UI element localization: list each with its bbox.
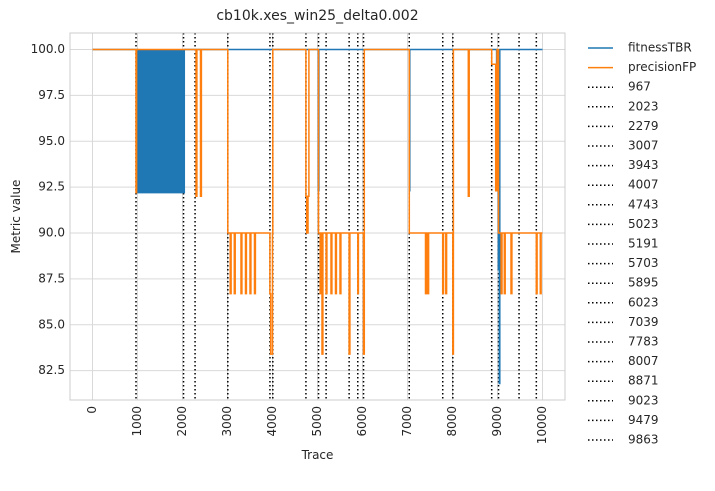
x-tick-label: 10000 — [535, 406, 549, 444]
series-lines — [92, 48, 543, 385]
legend-label: 7783 — [628, 335, 659, 349]
legend-label: 967 — [628, 80, 651, 94]
legend-label: 6023 — [628, 295, 659, 309]
x-tick-label: 8000 — [445, 406, 459, 437]
legend-label: 9863 — [628, 433, 659, 447]
y-tick-label: 95.0 — [38, 134, 65, 148]
legend-label: 2023 — [628, 99, 659, 113]
x-tick-label: 1000 — [130, 406, 144, 437]
legend-label: 5895 — [628, 276, 659, 290]
legend-label: 2279 — [628, 119, 659, 133]
legend-label: 3943 — [628, 158, 659, 172]
legend-label: 7039 — [628, 315, 659, 329]
legend-label: fitnessTBR — [628, 41, 692, 55]
x-tick-label: 5000 — [310, 406, 324, 437]
y-tick-label: 87.5 — [38, 271, 65, 285]
y-tick-label: 97.5 — [38, 88, 65, 102]
legend-label: 3007 — [628, 139, 659, 153]
series-line-precisionFP — [92, 48, 543, 355]
y-tick-label: 90.0 — [38, 226, 65, 240]
legend-label: 9479 — [628, 413, 659, 427]
legend-label: precisionFP — [628, 60, 696, 74]
y-axis-title: Metric value — [9, 180, 23, 254]
plot-frame — [69, 32, 566, 401]
y-tick-label: 100.0 — [31, 42, 65, 56]
x-tick-label: 2000 — [175, 406, 189, 437]
y-tick-label: 85.0 — [38, 317, 65, 331]
legend-label: 5703 — [628, 256, 659, 270]
series-fill-fitnessTBR — [137, 49, 185, 193]
legend-label: 5023 — [628, 217, 659, 231]
legend-label: 9023 — [628, 393, 659, 407]
legend-label: 4007 — [628, 178, 659, 192]
legend-label: 8871 — [628, 374, 659, 388]
x-tick-label: 3000 — [220, 406, 234, 437]
grid — [70, 33, 565, 400]
ticks: 0 1000 2000 3000 4000 5000 6000 7000 8000 9000 100… — [31, 42, 549, 444]
x-tick-label: 6000 — [355, 406, 369, 437]
legend-label: 4743 — [628, 197, 659, 211]
legend-label: 8007 — [628, 354, 659, 368]
chart-title: cb10k.xes_win25_delta0.002 — [216, 8, 418, 24]
x-axis-title: Trace — [301, 448, 334, 462]
x-tick-label: 0 — [85, 406, 99, 414]
x-tick-label: 9000 — [490, 406, 504, 437]
x-tick-label: 7000 — [400, 406, 414, 437]
y-tick-label: 92.5 — [38, 180, 65, 194]
legend: fitnessTBR precisionFP 967 2023 2279 3007 3943… — [588, 41, 696, 447]
y-tick-label: 82.5 — [38, 363, 65, 377]
legend-label: 5191 — [628, 237, 659, 251]
x-tick-label: 4000 — [265, 406, 279, 437]
